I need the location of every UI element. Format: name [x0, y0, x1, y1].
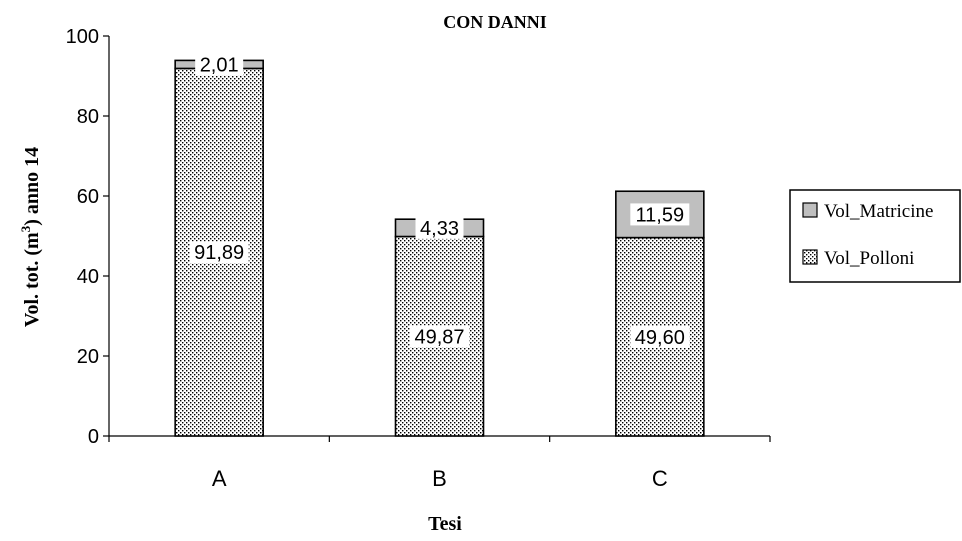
y-tick-label: 40 [77, 266, 99, 288]
data-label-bg [189, 241, 249, 264]
y-tick-label: 100 [66, 26, 99, 48]
y-tick-label: 60 [77, 186, 99, 208]
data-label-vol-matricine-b: 4,33 [420, 218, 459, 240]
y-axis-title-superscript: 3 [18, 225, 33, 232]
legend-label-vol-matricine: Vol_Matricine [824, 201, 933, 222]
legend-swatch-vol-matricine [802, 202, 818, 218]
x-category-label: C [652, 466, 668, 491]
data-label-vol-matricine-c: 11,59 [636, 204, 685, 226]
x-category-label: B [432, 466, 447, 491]
data-label-bg [410, 325, 469, 348]
data-label-vol-polloni-b: 49,87 [414, 326, 464, 348]
legend-box [789, 189, 961, 283]
data-label-bg [630, 203, 690, 226]
x-axis-title: Tesi [428, 513, 462, 535]
plot-area: 0 20 40 60 80 100 91,89 2,01 A 49,87 4,33 B 49,60 11,… [66, 26, 771, 491]
data-label-bg [195, 53, 244, 76]
x-category-label: A [212, 466, 227, 491]
y-axis-title: Vol. tot. (m3) anno 14 [18, 147, 43, 327]
data-label-vol-polloni-a: 91,89 [194, 242, 244, 264]
y-axis-title-rest: ) anno 14 [21, 147, 43, 226]
svg-text:Vol. tot. (m3) anno 14: Vol. tot. (m3) anno 14 [18, 147, 43, 327]
data-label-bg [415, 216, 464, 239]
data-label-vol-matricine-a: 2,01 [200, 54, 239, 76]
data-label-vol-polloni-c: 49,60 [635, 327, 685, 349]
y-tick-label: 0 [88, 426, 99, 448]
y-axis-title-main: Vol. tot. (m [21, 232, 43, 327]
chart-title: CON DANNI [443, 12, 547, 32]
data-label-bg [630, 325, 690, 348]
legend: Vol_Matricine Vol_Polloni [789, 189, 961, 283]
legend-swatch-vol-polloni [802, 249, 818, 265]
legend-label-vol-polloni: Vol_Polloni [824, 248, 914, 269]
y-tick-label: 80 [77, 106, 99, 128]
y-tick-label: 20 [77, 346, 99, 368]
